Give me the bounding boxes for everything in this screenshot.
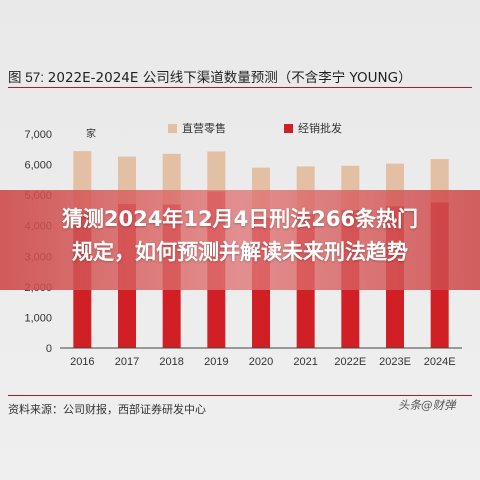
y-tick-label: 0 xyxy=(46,343,52,355)
x-tick-label: 2021 xyxy=(293,356,317,368)
x-tick-label: 2019 xyxy=(204,356,228,368)
footer-divider xyxy=(8,395,472,396)
header-divider xyxy=(8,87,472,88)
figure-label: 图 57: xyxy=(8,70,48,85)
x-tick-label: 2018 xyxy=(159,356,183,368)
legend-swatch-wholesale xyxy=(284,123,293,133)
y-axis-unit: 家 xyxy=(86,127,96,140)
figure-title-text: 2022E-2024E 公司线下渠道数量预测（不含李宁 YOUNG） xyxy=(47,70,412,86)
legend-item-retail: 直营零售 xyxy=(168,120,226,136)
figure-title: 图 57: 2022E-2024E 公司线下渠道数量预测（不含李宁 YOUNG） xyxy=(8,66,412,86)
headline-banner xyxy=(0,190,480,290)
legend-label-wholesale: 经销批发 xyxy=(298,122,342,135)
x-tick-label: 2024E xyxy=(424,356,456,368)
watermark: 头条@财弹 xyxy=(398,398,456,412)
y-tick-label: 1,000 xyxy=(24,312,52,324)
x-tick-label: 2023E xyxy=(379,356,411,368)
x-tick-label: 2017 xyxy=(115,356,139,368)
source-note: 资料来源：公司财报，西部证券研发中心 xyxy=(8,403,206,416)
legend-item-wholesale: 经销批发 xyxy=(284,120,342,136)
headline-line-2: 规定，如何预测并解读未来刑法趋势 xyxy=(72,240,408,264)
headline-text: 猜测2024年12月4日刑法266条热门 规定，如何预测并解读未来刑法趋势 xyxy=(0,203,480,269)
x-tick-label: 2016 xyxy=(70,356,94,368)
y-tick-label: 6,000 xyxy=(24,160,52,172)
headline-line-1: 猜测2024年12月4日刑法266条热门 xyxy=(61,207,419,231)
x-tick-label: 2022E xyxy=(334,356,366,368)
legend-swatch-retail xyxy=(168,123,177,133)
bar-segment-retail xyxy=(207,151,226,192)
x-tick-label: 2020 xyxy=(249,356,273,368)
y-tick-label: 7,000 xyxy=(24,129,52,141)
legend-label-retail: 直营零售 xyxy=(182,122,226,135)
